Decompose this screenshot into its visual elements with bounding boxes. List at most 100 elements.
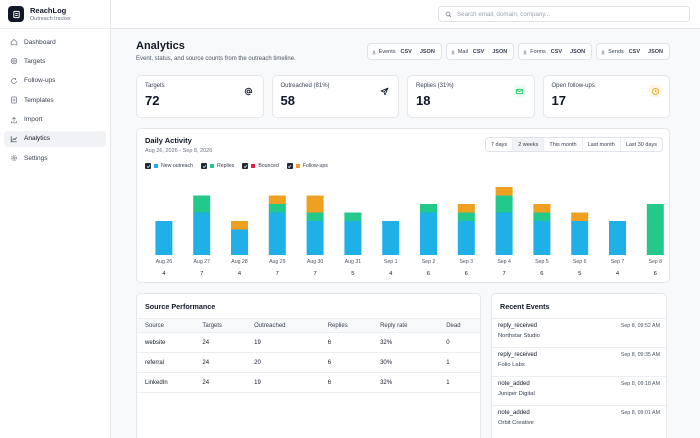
bar-segment-new-outreach[interactable] [457, 221, 475, 255]
event-item[interactable]: note_added Orbit Creative Sep 8, 09:01 A… [492, 405, 666, 434]
bar-segment-new-outreach[interactable] [495, 212, 513, 256]
chart-date-range: Aug 26, 2026 - Sep 8, 2026 [145, 148, 213, 154]
search-box[interactable]: Search email, domain, company... [438, 6, 690, 22]
bar-segment-replies[interactable] [533, 212, 551, 222]
bar-segment-new-outreach[interactable] [533, 221, 551, 255]
bar-segment-replies[interactable] [646, 204, 664, 255]
range-last-month[interactable]: Last month [582, 138, 621, 151]
table-cell: 30% [372, 352, 439, 373]
stat-label: Open follow-ups [551, 83, 595, 89]
bar-segment-replies[interactable] [268, 204, 286, 213]
export-forms-csv-button[interactable]: CSV [550, 48, 563, 55]
bar-segment-replies[interactable] [420, 204, 437, 213]
sidebar-item-follow-ups[interactable]: Follow-ups [4, 73, 106, 89]
sidebar-item-label: Settings [24, 154, 48, 162]
bar-total-label: 7 [313, 271, 316, 277]
export-forms-json-button[interactable]: JSON [570, 48, 586, 55]
stat-card-open-follow-ups: Open follow-ups 17 [542, 75, 670, 118]
export-events-csv-button[interactable]: CSV [400, 48, 412, 55]
bar-total-label: 4 [389, 271, 393, 277]
event-organization: Juniper Digital [498, 391, 535, 397]
event-organization: Orbit Creative [498, 420, 534, 426]
legend-follow-ups[interactable]: Follow-ups [286, 163, 328, 169]
range-7-days[interactable]: 7 days [485, 138, 514, 151]
table-cell: 1 [438, 372, 480, 393]
export-events-json-button[interactable]: JSON [419, 48, 435, 55]
bar-segment-follow-ups[interactable] [571, 212, 589, 222]
sidebar-item-templates[interactable]: Templates [4, 92, 106, 108]
event-item[interactable]: note_added Juniper Digital Sep 8, 09:18 … [492, 376, 666, 405]
event-type: reply_received [498, 323, 538, 329]
bar-total-label: 6 [540, 271, 543, 277]
export-mail-json-button[interactable]: JSON [492, 48, 508, 55]
export-events: Events CSV JSON [366, 43, 442, 60]
sidebar-item-import[interactable]: Import [4, 112, 106, 128]
legend-bounced[interactable]: Bounced [242, 163, 279, 169]
daily-activity-card: Daily Activity Aug 26, 2026 - Sep 8, 202… [136, 128, 670, 283]
legend-new-outreach[interactable]: New outreach [145, 163, 193, 169]
bar-segment-replies[interactable] [344, 212, 362, 222]
table-cell: 19 [246, 332, 320, 353]
bar-segment-follow-ups[interactable] [533, 204, 551, 213]
checkbox-checked-icon[interactable] [286, 163, 293, 169]
bar-segment-new-outreach[interactable] [268, 212, 286, 256]
sidebar-item-settings[interactable]: Settings [4, 150, 106, 166]
export-sends-json-button[interactable]: JSON [648, 48, 663, 55]
search-input[interactable]: Search email, domain, company... [457, 10, 551, 18]
bar-segment-follow-ups[interactable] [268, 195, 286, 205]
bar-segment-new-outreach[interactable] [155, 221, 173, 255]
column-header: Outreached [246, 318, 320, 333]
topbar: Search email, domain, company... [111, 0, 700, 29]
table-row[interactable]: referral 24 20 6 30% 1 [137, 352, 480, 373]
sidebar-item-label: Templates [24, 96, 54, 104]
bar-segment-follow-ups[interactable] [231, 221, 248, 230]
bar-total-label: 6 [427, 271, 430, 277]
checkbox-checked-icon[interactable] [145, 163, 151, 169]
sidebar-item-targets[interactable]: Targets [4, 53, 106, 69]
table-row[interactable]: website 24 19 6 32% 0 [137, 332, 480, 353]
stat-value: 58 [280, 93, 295, 108]
checkbox-checked-icon[interactable] [201, 163, 208, 169]
bar-segment-new-outreach[interactable] [344, 221, 362, 255]
event-item[interactable]: reply_received Folio Labs Sep 8, 09:35 A… [492, 347, 666, 376]
export-label: Sends [608, 48, 624, 55]
sidebar-item-dashboard[interactable]: Dashboard [4, 34, 106, 50]
export-sends-csv-button[interactable]: CSV [628, 48, 641, 55]
bar-segment-new-outreach[interactable] [382, 221, 400, 255]
export-mail-csv-button[interactable]: CSV [472, 48, 485, 55]
table-cell: 0 [438, 332, 480, 353]
download-icon [371, 49, 376, 54]
bar-segment-new-outreach[interactable] [193, 212, 211, 256]
event-item[interactable]: reply_received Northstar Studio Sep 8, 0… [492, 318, 666, 347]
bar-segment-follow-ups[interactable] [495, 187, 513, 196]
bar-segment-replies[interactable] [193, 195, 211, 213]
card-title: Recent Events [500, 302, 550, 311]
sidebar-item-label: Analytics [24, 135, 51, 143]
export-forms: Forms CSV JSON [518, 43, 593, 60]
bar-segment-new-outreach[interactable] [571, 221, 589, 255]
bar-segment-replies[interactable] [495, 195, 513, 213]
legend-swatch [295, 164, 300, 168]
daily-activity-chart: Aug 26 4 Aug 27 7 Aug 28 4 Aug 29 7 Aug 30 7 Aug 3… [155, 187, 664, 277]
sidebar-item-analytics[interactable]: Analytics [4, 130, 106, 147]
bar-segment-follow-ups[interactable] [457, 204, 475, 213]
brand[interactable]: ReachLog Outreach tracker [0, 0, 110, 29]
export-sends: Sends CSV JSON [596, 43, 670, 60]
checkbox-checked-icon[interactable] [242, 163, 249, 169]
range-last-30-days[interactable]: Last 30 days [620, 138, 662, 151]
bar-segment-replies[interactable] [457, 212, 475, 222]
bar-segment-replies[interactable] [306, 212, 324, 222]
legend-swatch [154, 164, 158, 168]
event-organization: Folio Labs [498, 362, 525, 368]
bar-segment-new-outreach[interactable] [231, 229, 248, 256]
range-2-weeks[interactable]: 2 weeks [513, 138, 545, 151]
legend-replies[interactable]: Replies [201, 163, 234, 169]
bar-segment-new-outreach[interactable] [609, 221, 626, 255]
table-row[interactable]: LinkedIn 24 19 6 32% 1 [137, 372, 480, 393]
bar-segment-new-outreach[interactable] [306, 221, 324, 255]
page-header: Analytics Event, status, and source coun… [136, 39, 670, 69]
bar-segment-follow-ups[interactable] [306, 195, 324, 213]
range-this-month[interactable]: This month [544, 138, 583, 151]
bar-segment-new-outreach[interactable] [420, 212, 437, 256]
card-title: Source Performance [145, 302, 216, 311]
